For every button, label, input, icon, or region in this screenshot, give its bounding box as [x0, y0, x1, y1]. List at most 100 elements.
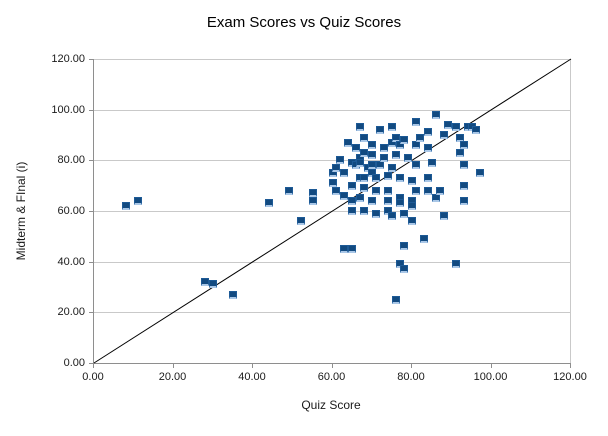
y-tick-mark — [89, 211, 93, 212]
data-point — [455, 148, 464, 157]
data-point — [376, 125, 385, 134]
data-point — [396, 174, 405, 183]
chart-title: Exam Scores vs Quiz Scores — [206, 14, 402, 31]
plot-right-border — [570, 59, 571, 363]
data-point — [411, 161, 420, 170]
data-point — [372, 186, 381, 195]
data-point — [360, 207, 369, 215]
data-point — [400, 136, 409, 145]
x-tick-mark — [411, 364, 412, 368]
data-point — [121, 201, 130, 210]
data-point — [388, 123, 397, 132]
data-point — [284, 186, 293, 195]
data-point — [404, 153, 413, 162]
data-point — [229, 290, 238, 299]
data-point — [384, 186, 393, 195]
y-tick-label: 120.00 — [51, 53, 85, 65]
y-tick-label: 20.00 — [57, 306, 85, 319]
data-point — [360, 148, 369, 157]
y-tick-mark — [89, 312, 93, 314]
data-point — [451, 260, 460, 269]
data-point — [408, 176, 416, 185]
data-point — [201, 277, 210, 286]
data-point — [133, 196, 142, 205]
data-point — [471, 125, 480, 134]
data-point — [348, 181, 357, 190]
y-tick-mark — [89, 261, 93, 263]
data-point — [332, 186, 341, 195]
data-point — [423, 186, 432, 195]
data-point — [411, 118, 420, 127]
data-point — [356, 123, 365, 132]
plot-area — [93, 58, 572, 364]
y-tick-mark — [89, 109, 93, 111]
data-point — [400, 265, 409, 274]
data-point — [392, 151, 401, 160]
y-tick-label: 100.00 — [51, 103, 85, 116]
data-point — [340, 191, 349, 200]
data-point — [408, 217, 416, 226]
x-tick-label: 120.00 — [553, 371, 587, 383]
h-gridline — [94, 261, 571, 263]
data-point — [344, 138, 353, 147]
data-point — [340, 169, 349, 177]
data-point — [340, 245, 349, 253]
data-point — [451, 123, 460, 132]
data-point — [400, 242, 409, 251]
data-point — [384, 196, 393, 205]
data-point — [368, 151, 377, 160]
y-tick-mark — [89, 363, 93, 364]
data-point — [308, 196, 317, 205]
data-point — [368, 196, 377, 205]
y-tick-label: 80.00 — [57, 154, 85, 167]
x-tick-mark — [490, 364, 492, 368]
data-point — [356, 194, 365, 203]
data-point — [411, 141, 420, 150]
x-tick-label: 40.00 — [238, 371, 266, 383]
x-tick-mark — [331, 364, 333, 368]
data-point — [336, 156, 345, 165]
data-point — [368, 161, 377, 170]
data-point — [439, 212, 448, 221]
h-gridline — [94, 59, 571, 60]
x-tick-mark — [93, 364, 94, 368]
data-point — [439, 131, 448, 139]
data-point — [360, 174, 369, 183]
data-point — [435, 186, 444, 195]
y-tick-label: 60.00 — [57, 205, 85, 217]
data-point — [431, 110, 440, 119]
data-point — [388, 163, 397, 172]
data-point — [209, 280, 218, 289]
x-tick-label: 0.00 — [82, 371, 104, 383]
data-point — [459, 196, 468, 205]
data-point — [408, 201, 416, 210]
data-point — [431, 194, 440, 203]
data-point — [380, 143, 389, 152]
x-tick-label: 100.00 — [473, 371, 508, 383]
data-point — [396, 199, 405, 208]
data-point — [443, 120, 452, 129]
data-point — [332, 163, 341, 172]
data-point — [360, 133, 369, 142]
data-point — [296, 217, 305, 226]
data-point — [264, 199, 273, 208]
identity-reference-line — [93, 58, 572, 364]
data-point — [392, 295, 401, 304]
data-point — [348, 207, 357, 215]
data-point — [360, 184, 369, 193]
data-point — [419, 234, 428, 243]
x-tick-label: 20.00 — [158, 371, 187, 383]
data-point — [372, 209, 381, 218]
x-tick-mark — [252, 364, 253, 368]
x-tick-mark — [570, 364, 571, 368]
data-point — [423, 128, 432, 137]
data-point — [348, 245, 357, 253]
data-point — [423, 143, 432, 152]
x-tick-label: 60.00 — [317, 371, 346, 383]
data-point — [372, 174, 381, 183]
data-point — [459, 181, 468, 190]
x-axis-title: Quiz Score — [301, 398, 361, 412]
data-point — [427, 158, 436, 167]
data-point — [368, 141, 377, 150]
